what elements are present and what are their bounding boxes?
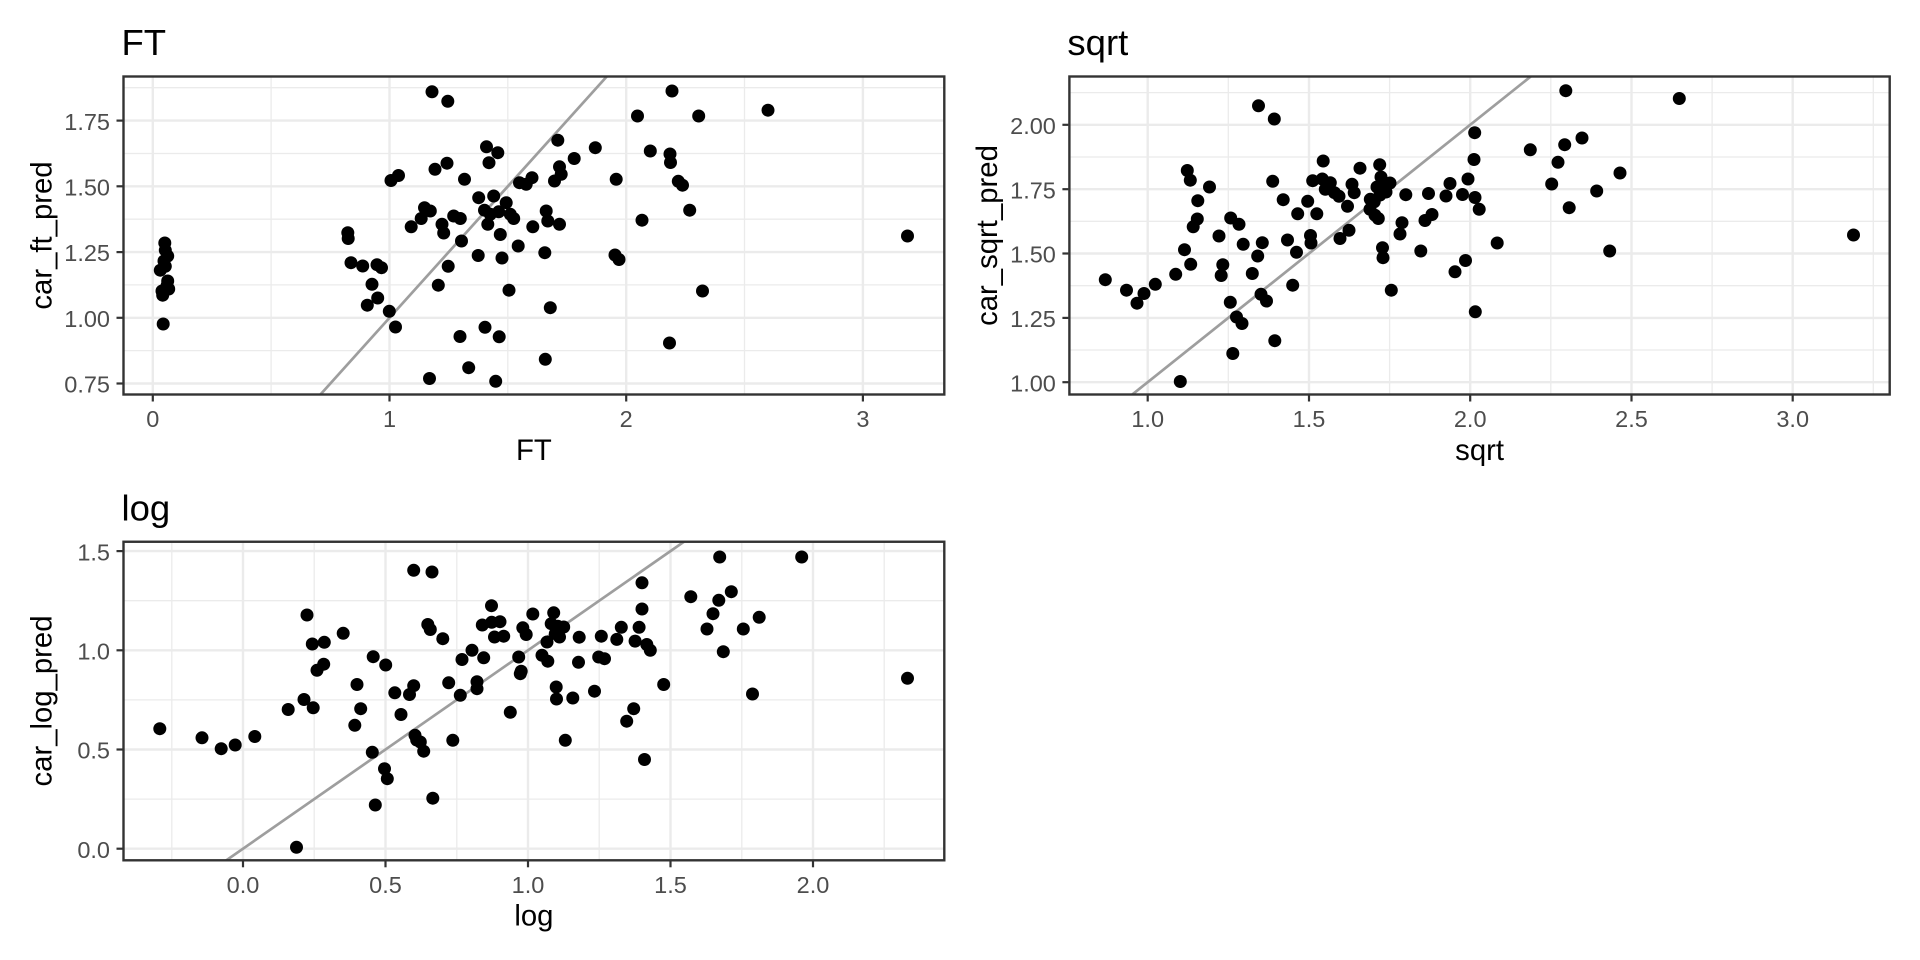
svg-text:2.0: 2.0: [797, 872, 830, 898]
svg-text:1.75: 1.75: [1010, 177, 1056, 203]
svg-text:1.5: 1.5: [1293, 406, 1326, 432]
svg-text:0.0: 0.0: [227, 872, 260, 898]
svg-text:1.50: 1.50: [1010, 242, 1056, 268]
svg-text:FT: FT: [122, 22, 167, 63]
svg-text:2.0: 2.0: [1454, 406, 1487, 432]
svg-text:log: log: [122, 488, 171, 529]
svg-text:1.25: 1.25: [1010, 306, 1056, 332]
svg-text:car_sqrt_pred: car_sqrt_pred: [971, 145, 1004, 326]
svg-text:2.5: 2.5: [1615, 406, 1648, 432]
svg-text:2.00: 2.00: [1010, 113, 1056, 139]
svg-text:car_ft_pred: car_ft_pred: [25, 161, 58, 309]
svg-text:3.0: 3.0: [1776, 406, 1809, 432]
svg-text:0.75: 0.75: [64, 372, 110, 398]
svg-text:1.00: 1.00: [64, 306, 110, 332]
svg-text:sqrt: sqrt: [1067, 22, 1128, 63]
svg-text:1.00: 1.00: [1010, 370, 1056, 396]
svg-text:2: 2: [620, 406, 633, 432]
svg-text:0.5: 0.5: [369, 872, 402, 898]
svg-text:1.50: 1.50: [64, 175, 110, 201]
svg-text:0: 0: [146, 406, 159, 432]
svg-text:1.25: 1.25: [64, 240, 110, 266]
svg-text:car_log_pred: car_log_pred: [25, 615, 58, 786]
svg-text:3: 3: [856, 406, 869, 432]
svg-text:1.5: 1.5: [654, 872, 687, 898]
svg-text:0.0: 0.0: [77, 837, 110, 863]
svg-text:log: log: [514, 900, 553, 933]
svg-text:1.75: 1.75: [64, 109, 110, 135]
svg-text:1.0: 1.0: [1131, 406, 1164, 432]
svg-text:FT: FT: [516, 434, 552, 467]
svg-text:1.5: 1.5: [77, 539, 110, 565]
svg-text:sqrt: sqrt: [1455, 434, 1504, 467]
svg-text:1: 1: [383, 406, 396, 432]
svg-text:1.0: 1.0: [77, 639, 110, 665]
svg-text:1.0: 1.0: [512, 872, 545, 898]
svg-text:0.5: 0.5: [77, 738, 110, 764]
